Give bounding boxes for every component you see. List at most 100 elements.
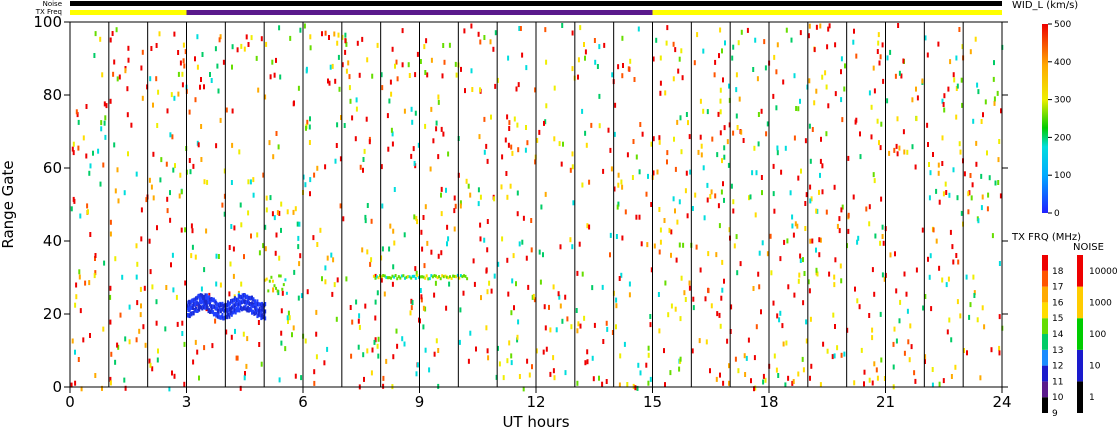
band-point-1 [385, 275, 388, 279]
band-point-0 [275, 286, 277, 290]
data-point [410, 298, 413, 304]
data-point [910, 344, 913, 350]
txfrq-tick-label: 18 [1052, 267, 1064, 277]
data-point [538, 129, 541, 135]
data-point [827, 26, 830, 32]
data-point [956, 83, 959, 89]
data-point [521, 239, 524, 245]
data-point [490, 288, 493, 294]
data-point [617, 201, 620, 207]
data-point [596, 64, 599, 69]
data-point [543, 120, 545, 126]
data-point [424, 70, 427, 75]
data-point [942, 378, 945, 384]
data-point [628, 292, 631, 298]
data-point [221, 202, 224, 208]
band-point-0 [267, 289, 270, 293]
noise-tick-label: 1000 [1089, 298, 1112, 308]
data-point [992, 76, 995, 82]
data-point [292, 325, 295, 331]
data-point [245, 34, 248, 40]
data-point [410, 106, 413, 112]
data-point [526, 140, 529, 146]
data-point [956, 195, 959, 201]
data-point [264, 94, 267, 100]
data-point [411, 300, 414, 305]
x-tick-label: 9 [415, 393, 425, 411]
data-point [569, 167, 572, 173]
data-point [720, 295, 723, 301]
data-point [313, 172, 316, 178]
data-point [459, 200, 462, 206]
data-point [649, 314, 652, 319]
echo-point [221, 301, 224, 306]
data-point [92, 150, 94, 156]
data-point [532, 293, 535, 299]
data-point [171, 134, 174, 140]
data-point [324, 279, 327, 285]
data-point [381, 246, 384, 252]
data-point [528, 372, 531, 378]
txfrq-tick-label: 14 [1052, 330, 1064, 340]
band-point-0 [270, 275, 273, 279]
data-point [922, 305, 925, 311]
data-point [114, 256, 117, 262]
data-point [300, 293, 303, 299]
data-point [458, 339, 461, 345]
echo-point [229, 301, 232, 306]
data-point [156, 357, 159, 363]
data-point [802, 257, 804, 263]
data-point [666, 25, 669, 31]
echo-point [191, 306, 194, 310]
data-point [180, 189, 183, 195]
txfrq-tick-label: 12 [1052, 362, 1063, 372]
data-point [530, 247, 533, 253]
data-point [772, 191, 775, 197]
data-point [316, 165, 319, 171]
data-point [813, 100, 816, 106]
band-point-1 [380, 275, 383, 279]
data-point [886, 55, 889, 61]
data-point [924, 35, 927, 41]
data-point [138, 328, 141, 334]
echo-point [223, 315, 226, 320]
band-point-1 [453, 274, 456, 278]
data-point [135, 171, 138, 177]
wid-tick-label: 400 [1054, 58, 1071, 68]
data-point [109, 319, 112, 325]
data-point [602, 168, 605, 174]
echo-point [198, 296, 201, 301]
data-point [524, 147, 527, 153]
data-point [289, 35, 292, 41]
data-point [97, 148, 100, 154]
data-point [744, 372, 747, 377]
data-point [530, 218, 533, 223]
data-point [609, 232, 612, 238]
data-point [728, 363, 730, 369]
data-point [374, 337, 377, 343]
data-point [430, 106, 433, 112]
data-point [370, 257, 373, 263]
echo-point [188, 314, 191, 319]
echo-point [192, 311, 195, 316]
data-point [215, 143, 218, 149]
data-point [973, 290, 976, 296]
data-point [527, 284, 530, 290]
band-point-1 [444, 274, 447, 278]
data-point [286, 315, 289, 321]
data-point [539, 279, 542, 285]
band-point-0 [265, 277, 268, 281]
data-point [152, 195, 155, 201]
data-point [757, 271, 760, 277]
data-point [393, 240, 396, 246]
data-point [341, 34, 344, 40]
data-point [877, 32, 880, 38]
data-point [721, 259, 724, 265]
data-point [852, 39, 855, 45]
data-point [334, 158, 337, 164]
data-point [888, 150, 891, 156]
data-point [722, 181, 724, 187]
data-point [217, 254, 220, 259]
data-point [225, 107, 228, 113]
data-point [841, 117, 844, 123]
